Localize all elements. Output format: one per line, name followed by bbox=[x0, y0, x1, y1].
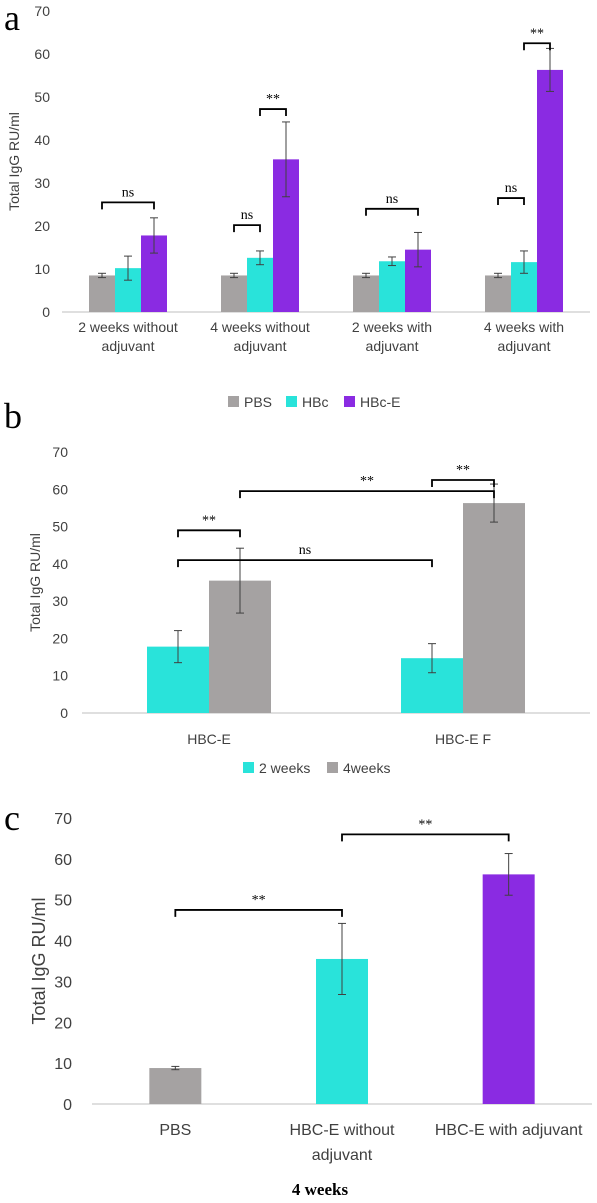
x-category-label: HBC-E bbox=[187, 731, 231, 747]
annotation-label: ** bbox=[456, 463, 470, 478]
legend-swatch bbox=[243, 762, 254, 773]
annotation-bracket bbox=[523, 42, 551, 51]
y-tick-label: 50 bbox=[34, 89, 50, 105]
x-category-label: adjuvant bbox=[498, 338, 551, 354]
bar-4weeks bbox=[463, 503, 525, 713]
y-tick-label: 0 bbox=[42, 304, 50, 320]
y-tick-label: 40 bbox=[52, 556, 68, 572]
bar-hbc bbox=[379, 261, 405, 312]
annotation-bracket bbox=[233, 224, 261, 233]
y-axis-label: Total IgG RU/ml bbox=[6, 112, 22, 211]
legend-entry: HBc bbox=[302, 394, 328, 410]
legend-entry: PBS bbox=[244, 394, 272, 410]
annotation-label: ** bbox=[530, 26, 544, 41]
bar bbox=[149, 1068, 202, 1104]
annotation-label: ns bbox=[122, 185, 134, 200]
annotation-bracket bbox=[259, 108, 287, 117]
x-category-label: 2 weeks without bbox=[78, 319, 178, 335]
x-category-label: 4 weeks without bbox=[210, 319, 310, 335]
legend-swatch bbox=[327, 762, 338, 773]
legend-entry: 4weeks bbox=[343, 760, 390, 776]
x-category-label: adjuvant bbox=[312, 1147, 373, 1164]
y-tick-label: 40 bbox=[54, 934, 72, 951]
y-tick-label: 20 bbox=[52, 630, 68, 646]
figure-caption: 4 weeks bbox=[292, 1180, 349, 1199]
annotation-bracket bbox=[174, 909, 343, 917]
annotation-label: ** bbox=[360, 474, 374, 489]
y-tick-label: 60 bbox=[34, 46, 50, 62]
annotation-bracket bbox=[431, 479, 495, 487]
y-axis-label: Total IgG RU/ml bbox=[29, 897, 49, 1024]
bar-hbc bbox=[247, 257, 273, 312]
y-tick-label: 20 bbox=[54, 1015, 72, 1032]
bar-pbs bbox=[221, 275, 247, 312]
y-tick-label: 60 bbox=[54, 852, 72, 869]
legend-swatch bbox=[228, 396, 239, 407]
y-tick-label: 40 bbox=[34, 132, 50, 148]
y-tick-label: 50 bbox=[52, 519, 68, 535]
panel-label-a: a bbox=[4, 0, 20, 38]
legend-swatch bbox=[344, 396, 355, 407]
bar-pbs bbox=[353, 275, 379, 312]
y-tick-label: 10 bbox=[52, 668, 68, 684]
y-axis-label: Total IgG RU/ml bbox=[27, 533, 43, 632]
y-tick-label: 30 bbox=[54, 974, 72, 991]
x-category-label: 4 weeks with bbox=[484, 319, 564, 335]
annotation-bracket bbox=[497, 197, 525, 206]
annotation-bracket bbox=[177, 529, 241, 538]
annotation-bracket bbox=[177, 559, 433, 568]
x-category-label: adjuvant bbox=[102, 338, 155, 354]
x-category-label: HBC-E F bbox=[435, 731, 491, 747]
x-category-label: HBC-E without bbox=[290, 1122, 395, 1139]
bar bbox=[482, 874, 535, 1104]
legend-entry: 2 weeks bbox=[259, 760, 310, 776]
annotation-bracket bbox=[101, 201, 155, 210]
x-category-label: HBC-E with adjuvant bbox=[435, 1122, 583, 1139]
x-category-label: adjuvant bbox=[366, 338, 419, 354]
bar-hbc-e bbox=[537, 69, 563, 312]
annotation-label: ** bbox=[252, 893, 266, 908]
panel-label-b: b bbox=[4, 396, 22, 436]
y-tick-label: 0 bbox=[63, 1097, 72, 1114]
y-tick-label: 70 bbox=[54, 811, 72, 828]
x-category-label: adjuvant bbox=[234, 338, 287, 354]
y-tick-label: 70 bbox=[34, 3, 50, 19]
annotation-label: ns bbox=[299, 543, 311, 558]
y-tick-label: 60 bbox=[52, 481, 68, 497]
annotation-bracket bbox=[239, 490, 495, 499]
y-tick-label: 30 bbox=[34, 175, 50, 191]
bar-pbs bbox=[89, 275, 115, 312]
annotation-label: ns bbox=[241, 208, 253, 223]
legend-swatch bbox=[286, 396, 297, 407]
annotation-label: ** bbox=[418, 817, 432, 832]
annotation-label: ns bbox=[386, 192, 398, 207]
y-tick-label: 30 bbox=[52, 593, 68, 609]
bar-pbs bbox=[485, 275, 511, 312]
y-tick-label: 10 bbox=[54, 1056, 72, 1073]
annotation-label: ** bbox=[202, 513, 216, 528]
y-tick-label: 20 bbox=[34, 218, 50, 234]
annotation-label: ns bbox=[505, 181, 517, 196]
annotation-label: ** bbox=[266, 92, 280, 107]
panel-label-c: c bbox=[4, 798, 20, 838]
y-tick-label: 50 bbox=[54, 893, 72, 910]
legend-entry: HBc-E bbox=[360, 394, 400, 410]
annotation-bracket bbox=[365, 207, 419, 216]
x-category-label: 2 weeks with bbox=[352, 319, 432, 335]
y-tick-label: 0 bbox=[60, 705, 68, 721]
x-category-label: PBS bbox=[159, 1122, 191, 1139]
y-tick-label: 10 bbox=[34, 261, 50, 277]
y-tick-label: 70 bbox=[52, 444, 68, 460]
annotation-bracket bbox=[341, 833, 510, 842]
